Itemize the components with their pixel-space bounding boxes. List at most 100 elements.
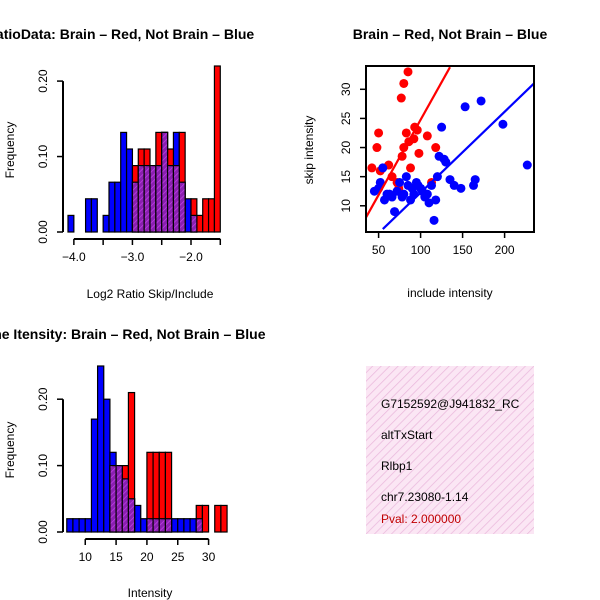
intensity-bar-not-brain bbox=[90, 418, 99, 533]
scatter-point-blue bbox=[498, 119, 508, 129]
scatter-y-tick-label: 20 bbox=[339, 141, 353, 155]
info-panel-background bbox=[366, 366, 534, 534]
ratio-bar-overlap bbox=[172, 165, 180, 233]
intensity-bar-overlap bbox=[127, 498, 136, 533]
scatter-point-red bbox=[399, 78, 409, 88]
intensity-bar-not-brain bbox=[170, 518, 179, 533]
scatter-y-tick-label: 25 bbox=[339, 111, 353, 125]
scatter-point-red bbox=[422, 131, 432, 141]
ratio-bar-not-brain bbox=[67, 214, 75, 233]
probe-id-text: G7152592@J941832_RC bbox=[381, 397, 520, 411]
intensity-y-axis-label: Frequency bbox=[3, 422, 17, 479]
intensity-bar-not-brain bbox=[189, 518, 197, 533]
intensity-bar-overlap bbox=[152, 518, 160, 533]
scatter-y-tick-label: 15 bbox=[339, 170, 353, 184]
scatter-point-blue bbox=[378, 163, 388, 173]
ratio-x-axis-label: Log2 Ratio Skip/Include bbox=[87, 287, 214, 301]
intensity-bar-not-brain bbox=[177, 518, 185, 533]
intensity-bar-not-brain bbox=[133, 504, 142, 533]
ratio-bar-overlap bbox=[131, 181, 139, 233]
scatter-point-blue bbox=[422, 189, 432, 199]
scatter-point-blue bbox=[375, 177, 385, 187]
ratio-bar-brain bbox=[196, 214, 204, 233]
ratio-y-tick-label: 0.10 bbox=[36, 145, 50, 169]
info-panel-clip: G7152592@J941832_RC altTxStart Rlbp1 chr… bbox=[381, 397, 520, 526]
scatter-point-red bbox=[431, 143, 441, 153]
intensity-scatter-panel: Brain – Red, Not Brain – Blue 50 100 150 20… bbox=[302, 26, 547, 300]
intensity-bar-brain bbox=[220, 504, 228, 533]
scatter-point-red bbox=[401, 128, 411, 138]
ratio-bar-brain bbox=[202, 198, 210, 233]
ratio-axes: −4.0 −3.0 −2.0 0.00 0.10 0.20 bbox=[36, 69, 222, 264]
ratio-bar-not-brain bbox=[108, 181, 116, 233]
scatter-point-blue bbox=[476, 96, 486, 106]
scatter-plot-frame bbox=[365, 65, 535, 233]
scatter-point-blue bbox=[449, 180, 459, 190]
ratio-bar-not-brain bbox=[125, 148, 134, 233]
ratio-chart-title: RatioData: Brain – Red, Not Brain – Blue bbox=[0, 26, 254, 42]
intensity-bar-brain bbox=[201, 504, 210, 533]
scatter-point-blue bbox=[456, 183, 466, 193]
intensity-bar-not-brain bbox=[72, 518, 80, 533]
scatter-axes: 50 100 150 200 10 15 20 25 30 bbox=[339, 65, 535, 257]
scatter-point-red bbox=[406, 163, 416, 173]
scatter-point-blue bbox=[470, 175, 480, 185]
scatter-y-tick-label: 30 bbox=[339, 82, 353, 96]
pval-text: Pval: 2.000000 bbox=[381, 512, 461, 526]
intensity-bar-overlap bbox=[109, 465, 117, 533]
intensity-x-tick-label: 10 bbox=[79, 550, 93, 564]
intensity-histogram-panel: Gene Itensity: Brain – Red, Not Brain – … bbox=[0, 326, 266, 600]
scatter-point-red bbox=[374, 128, 384, 138]
ratio-bar-overlap bbox=[143, 165, 151, 233]
intensity-bar-not-brain bbox=[183, 518, 191, 533]
scatter-point-red bbox=[372, 143, 382, 153]
scatter-point-blue bbox=[441, 157, 451, 167]
ratio-bar-not-brain bbox=[114, 181, 122, 233]
ratio-y-tick-label: 0.20 bbox=[36, 69, 50, 93]
intensity-bar-overlap bbox=[158, 518, 167, 533]
intensity-bar-not-brain bbox=[78, 518, 86, 533]
ratio-bar-not-brain bbox=[184, 198, 192, 233]
scatter-y-tick-label: 10 bbox=[339, 199, 353, 213]
ratio-bar-brain bbox=[213, 65, 221, 233]
scatter-point-red bbox=[403, 67, 413, 77]
intensity-x-tick-label: 15 bbox=[109, 550, 123, 564]
event-type-text: altTxStart bbox=[381, 428, 433, 442]
scatter-x-tick-label: 50 bbox=[372, 243, 386, 257]
scatter-chart-title: Brain – Red, Not Brain – Blue bbox=[353, 26, 548, 42]
ratio-bar-overlap bbox=[137, 165, 145, 233]
ratio-bar-overlap bbox=[155, 165, 163, 233]
probe-info-panel: G7152592@J941832_RC altTxStart Rlbp1 chr… bbox=[366, 366, 534, 534]
scatter-point-blue bbox=[401, 172, 411, 182]
ratio-bar-overlap bbox=[190, 214, 198, 233]
intensity-bar-overlap bbox=[195, 518, 204, 533]
ratio-y-tick-label: 0.00 bbox=[36, 220, 50, 244]
intensity-x-tick-label: 30 bbox=[202, 550, 216, 564]
intensity-bar-not-brain bbox=[96, 365, 105, 533]
scatter-point-blue bbox=[387, 192, 397, 202]
intensity-bar-brain bbox=[214, 504, 222, 533]
scatter-point-blue bbox=[395, 177, 405, 187]
scatter-fit-line-blue bbox=[382, 82, 534, 230]
scatter-fit-lines bbox=[366, 66, 534, 230]
intensity-bars-overlap bbox=[109, 465, 204, 533]
intensity-bar-overlap bbox=[164, 518, 173, 533]
ratio-x-tick-label: −3.0 bbox=[121, 250, 145, 264]
intensity-bar-not-brain bbox=[140, 518, 148, 533]
intensity-bar-overlap bbox=[121, 478, 130, 533]
scatter-x-tick-label: 100 bbox=[411, 243, 431, 257]
intensity-x-tick-label: 20 bbox=[140, 550, 154, 564]
intensity-bar-not-brain bbox=[103, 398, 111, 533]
scatter-point-blue bbox=[437, 122, 447, 132]
scatter-x-axis-label: include intensity bbox=[407, 286, 492, 300]
scatter-point-red bbox=[396, 93, 406, 103]
location-text: chr7.23080-1.14 bbox=[381, 490, 469, 504]
ratio-bar-not-brain bbox=[84, 198, 93, 233]
ratio-bar-brain bbox=[207, 198, 216, 233]
ratio-histogram-panel: RatioData: Brain – Red, Not Brain – Blue… bbox=[0, 26, 254, 301]
scatter-points bbox=[367, 67, 532, 225]
ratio-y-axis-label: Frequency bbox=[3, 122, 17, 179]
ratio-bar-not-brain bbox=[120, 131, 128, 233]
intensity-bar-not-brain bbox=[66, 518, 74, 533]
